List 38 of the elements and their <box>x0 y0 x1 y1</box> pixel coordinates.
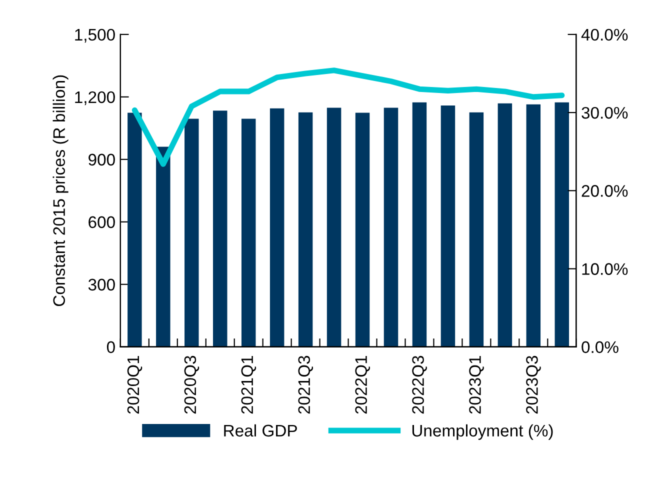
bar <box>326 108 342 347</box>
bar <box>526 104 541 347</box>
bar <box>241 118 256 347</box>
legend-label: Real GDP <box>224 424 297 437</box>
bar <box>498 103 512 347</box>
y-tick-label: 1,200 <box>75 91 115 106</box>
bar <box>156 146 170 347</box>
y2-tick-label: 20.0% <box>582 185 628 197</box>
bar <box>128 112 142 347</box>
x-tick-label: 2022Q3 <box>412 356 427 414</box>
x-tick-label: 2022Q1 <box>355 356 370 414</box>
y2-tick-label: 10.0% <box>582 263 628 275</box>
y-axis-title: Constant 2015 prices (R billion) <box>52 75 68 306</box>
y-tick-label: 600 <box>88 216 115 228</box>
x-tick-label: 2020Q1 <box>127 356 142 414</box>
bar <box>184 118 199 347</box>
y2-tick-label: 30.0% <box>582 106 628 119</box>
y-tick-label: 300 <box>88 278 115 291</box>
y2-tick-label: 0.0% <box>582 341 618 354</box>
bar <box>554 102 570 347</box>
bar <box>469 112 484 347</box>
x-tick-label: 2020Q3 <box>184 356 200 414</box>
y-tick-label: 1,500 <box>75 28 115 43</box>
x-tick-label: 2023Q1 <box>469 356 484 414</box>
y2-tick-label: 40.0% <box>581 28 628 41</box>
legend-label: Unemployment (%) <box>412 424 553 440</box>
bar <box>412 102 427 347</box>
x-tick-label: 2023Q3 <box>526 356 541 414</box>
bar <box>298 112 313 347</box>
bar <box>355 112 370 347</box>
x-tick-label: 2021Q3 <box>298 356 314 414</box>
bar <box>440 105 456 347</box>
bar <box>270 108 284 347</box>
y-tick-label: 0 <box>106 341 115 354</box>
x-tick-label: 2021Q1 <box>241 356 256 414</box>
bar <box>384 108 398 347</box>
y-tick-label: 900 <box>88 154 115 166</box>
bar <box>213 110 228 347</box>
